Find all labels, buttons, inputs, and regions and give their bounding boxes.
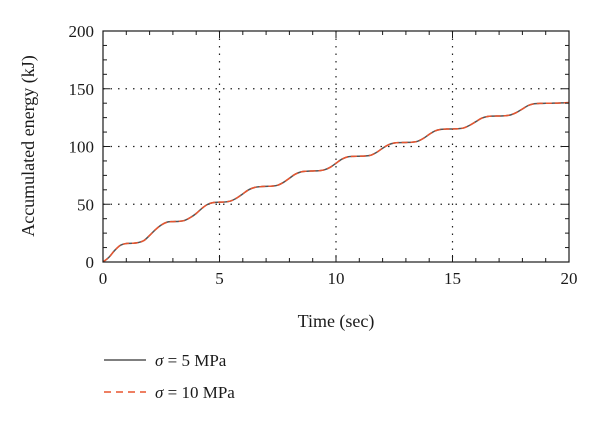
- y-tick-label: 200: [69, 22, 95, 41]
- legend-value-series-2: = 10 MPa: [163, 383, 235, 402]
- legend-label-series-1: σ = 5 MPa: [155, 351, 227, 370]
- series-lines: [102, 101, 570, 263]
- legend: σ = 5 MPa σ = 10 MPa: [104, 351, 235, 402]
- legend-label-series-2: σ = 10 MPa: [155, 383, 235, 402]
- grid-lines: [103, 31, 569, 262]
- x-tick-label: 20: [561, 269, 578, 288]
- x-tick-label: 10: [328, 269, 345, 288]
- y-tick-label: 150: [69, 80, 95, 99]
- x-tick-label: 5: [215, 269, 224, 288]
- x-tick-label: 0: [99, 269, 108, 288]
- axis-ticks: [102, 30, 570, 263]
- legend-symbol-series-2: σ: [155, 383, 164, 402]
- y-tick-label: 50: [77, 195, 94, 214]
- legend-value-series-1: = 5 MPa: [163, 351, 226, 370]
- y-axis-title: Accumulated energy (kJ): [18, 55, 39, 237]
- x-axis-title: Time (sec): [298, 311, 375, 332]
- series-line-2: [102, 101, 570, 263]
- y-tick-label: 100: [69, 138, 95, 157]
- y-tick-label: 0: [86, 253, 95, 272]
- x-tick-label: 15: [444, 269, 461, 288]
- legend-symbol-series-1: σ: [155, 351, 164, 370]
